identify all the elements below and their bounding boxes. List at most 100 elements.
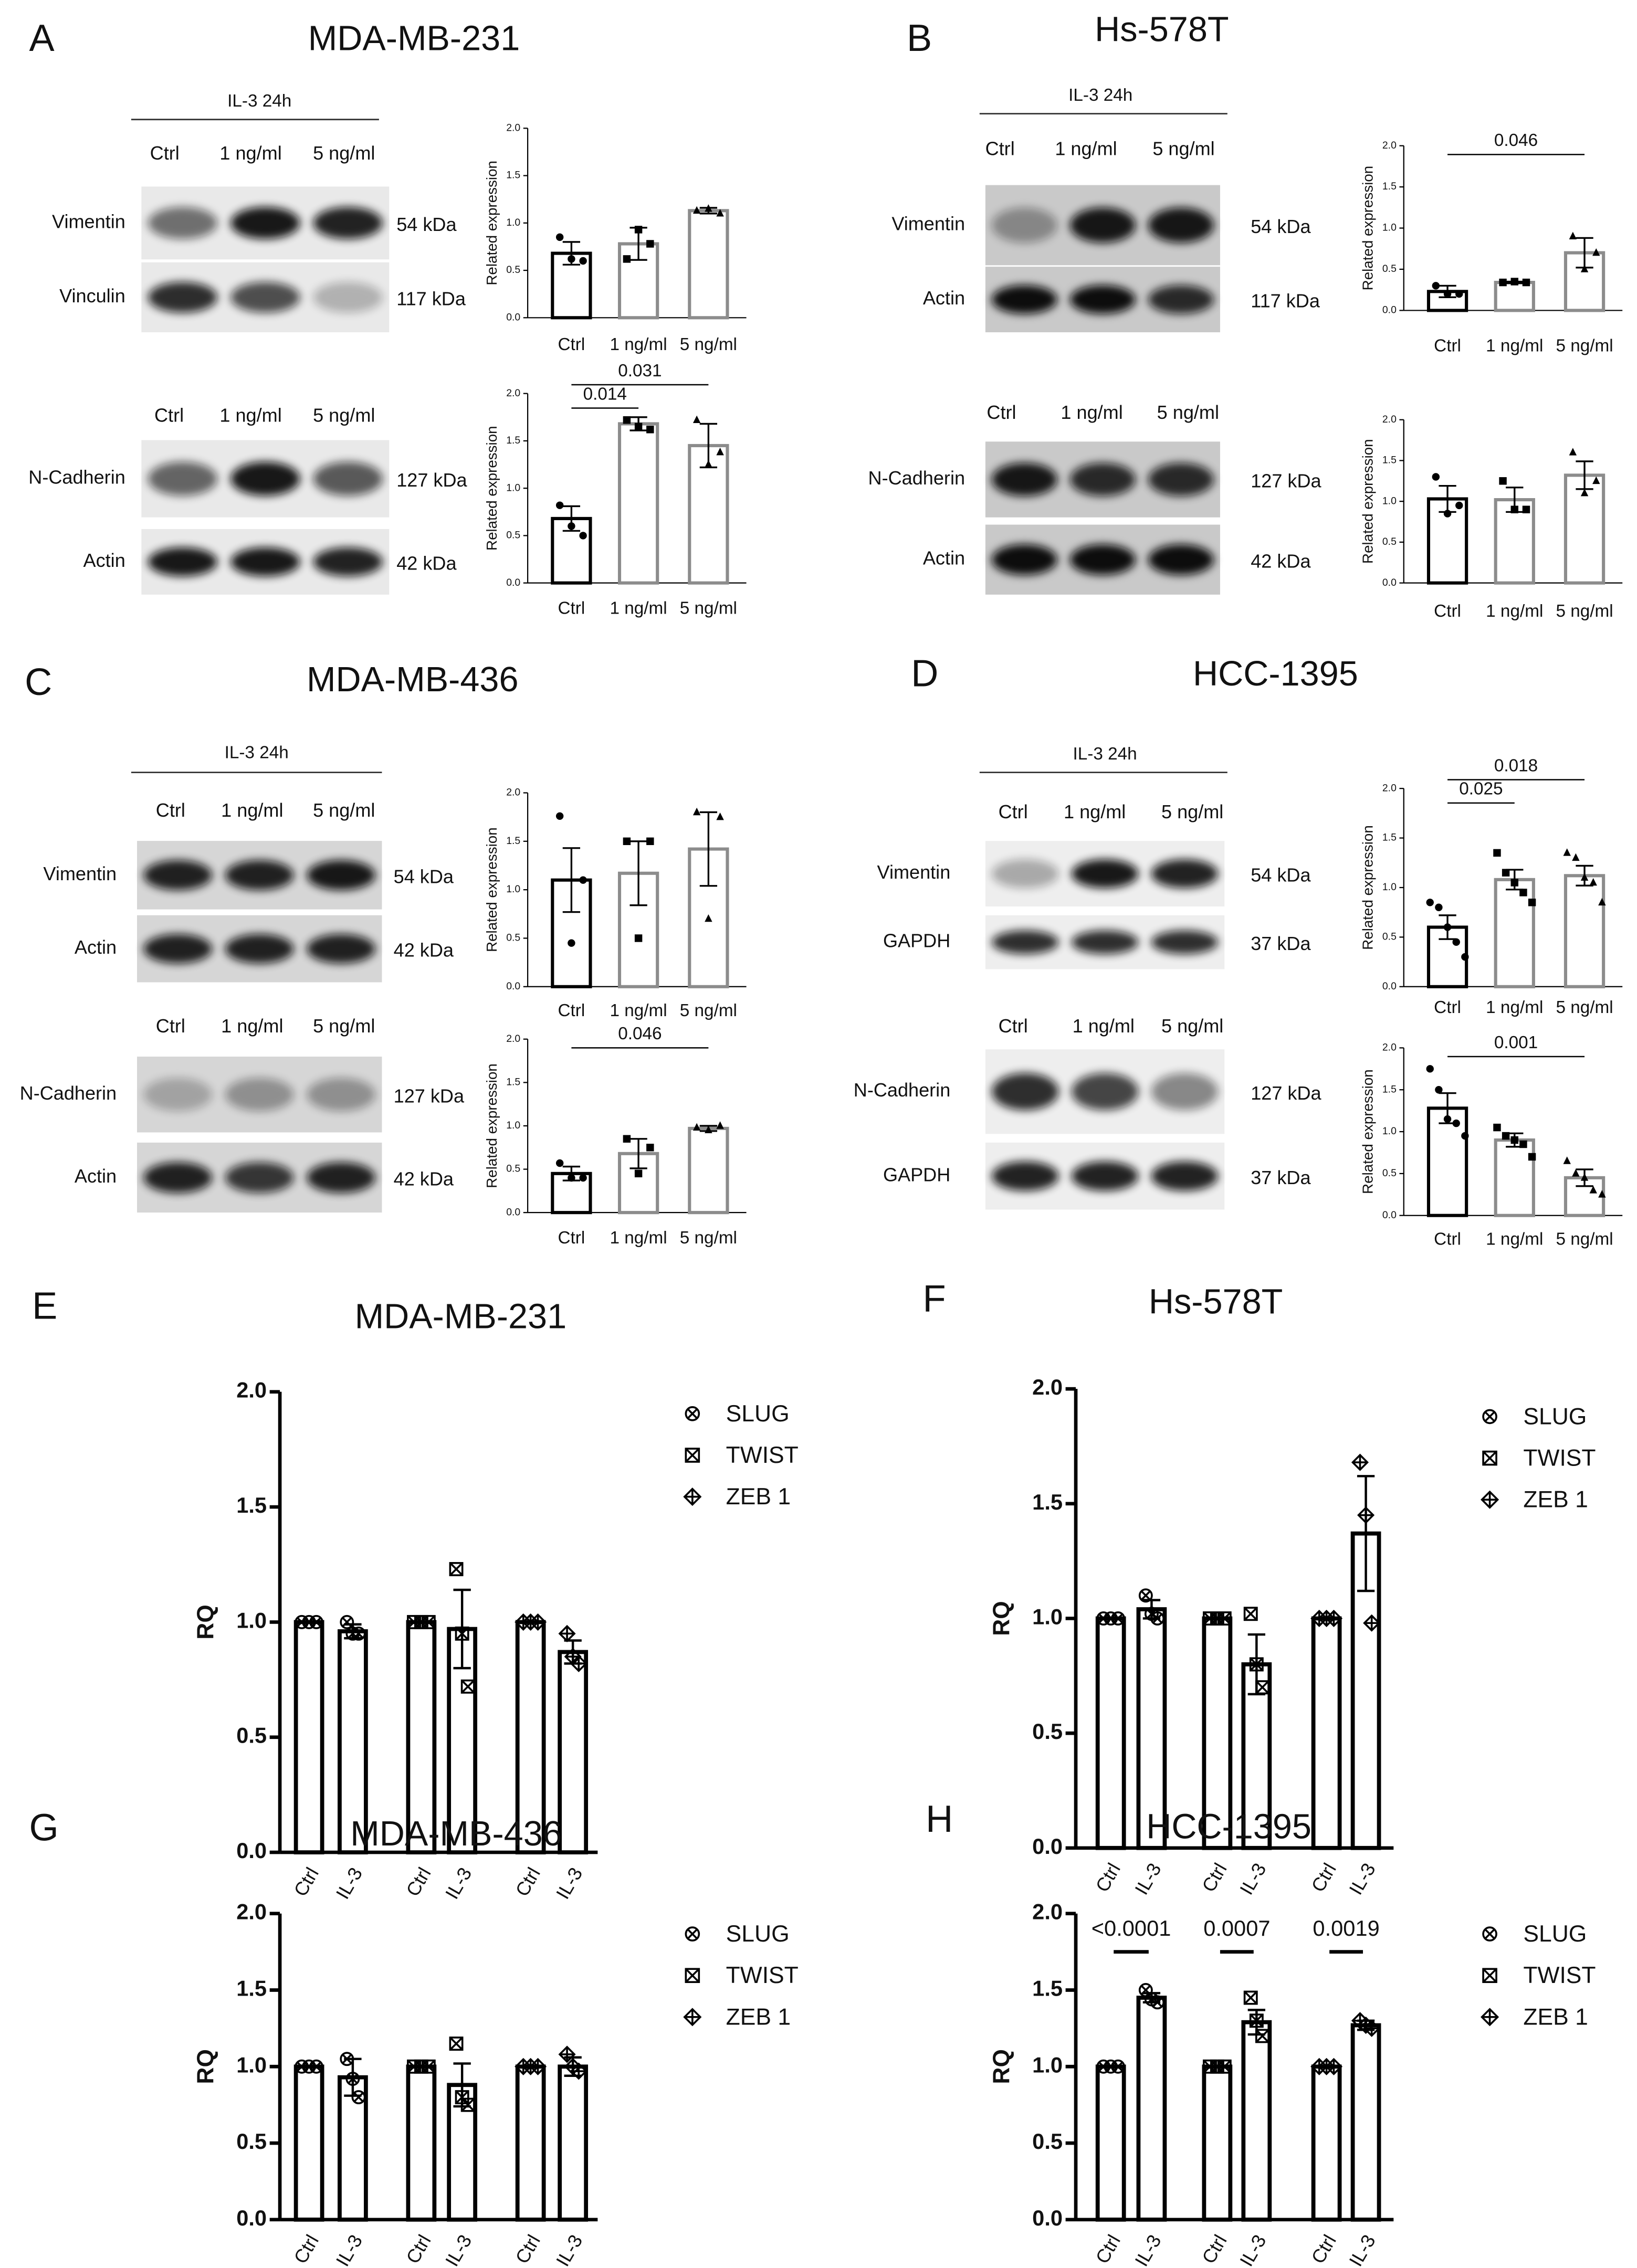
marker-shape <box>1255 1680 1269 1694</box>
data-point <box>1563 848 1571 856</box>
size-label: 42 kDa <box>1251 550 1311 572</box>
y-tick-label: 0.0 <box>1382 980 1397 992</box>
marker-shape <box>342 1617 352 1627</box>
x-tick-label: Ctrl <box>558 1228 585 1248</box>
y-tick-label: 2.0 <box>506 787 520 798</box>
data-point <box>692 415 701 424</box>
marker-shape <box>1493 1123 1501 1132</box>
data-point <box>634 226 643 234</box>
treatment-label: IL-3 24h <box>225 743 289 762</box>
blot-band <box>230 282 300 313</box>
marker-shape <box>421 1615 436 1629</box>
error-bar <box>453 1588 471 1670</box>
size-label: 37 kDa <box>1251 1167 1311 1188</box>
error-bar <box>629 840 647 906</box>
lane-label: 1 ng/ml <box>221 1015 283 1037</box>
error-bar <box>562 847 581 913</box>
panel-letter: D <box>911 652 938 694</box>
y-axis-label: Related expression <box>484 161 500 286</box>
legend-label: SLUG <box>726 1921 790 1947</box>
protein-label: Vimentin <box>52 210 125 232</box>
marker-shape <box>353 2092 364 2103</box>
marker-shape <box>571 2064 586 2079</box>
marker-shape <box>449 1562 463 1576</box>
marker-shape <box>1113 1613 1124 1623</box>
y-tick-label: 0.0 <box>506 577 520 588</box>
marker-shape <box>579 532 587 540</box>
bar <box>515 2064 546 2222</box>
blot-band <box>143 1078 213 1112</box>
blot-band <box>992 1073 1059 1111</box>
x-tick-label: Ctrl <box>1434 602 1461 621</box>
marker-shape <box>1255 2029 1269 2043</box>
data-point <box>1589 878 1597 886</box>
marker-shape <box>623 255 631 263</box>
lane-label: Ctrl <box>156 1015 185 1037</box>
marker-shape <box>634 226 643 234</box>
y-tick-label: 0.5 <box>236 2129 267 2154</box>
data-point <box>529 2058 547 2075</box>
data-point <box>568 1174 575 1182</box>
lane-label: Ctrl <box>150 142 180 164</box>
data-point <box>1510 879 1518 887</box>
data-point <box>1572 1169 1580 1177</box>
legend-label: ZEB 1 <box>1523 2004 1588 2030</box>
data-point <box>1455 501 1463 510</box>
data-point <box>309 2059 323 2074</box>
marker-shape <box>1217 2059 1232 2074</box>
legend-label: SLUG <box>726 1401 790 1427</box>
y-tick-label: 0.0 <box>1032 1834 1063 1859</box>
blot-band <box>1071 930 1139 954</box>
lane-label: 1 ng/ml <box>219 405 281 426</box>
y-tick-label: 0.0 <box>1382 577 1397 588</box>
data-point <box>1522 505 1530 513</box>
x-tick-label: 5 ng/ml <box>680 598 737 618</box>
legend-label: TWIST <box>726 1442 799 1468</box>
data-point <box>1510 505 1518 513</box>
protein-label: GAPDH <box>883 1164 950 1185</box>
blot-band <box>143 934 213 964</box>
data-point <box>1563 1156 1571 1164</box>
data-point <box>623 416 631 424</box>
bar <box>1136 1607 1167 1850</box>
blot-band <box>230 207 300 239</box>
legend-label: ZEB 1 <box>726 1484 791 1510</box>
lane-label: 1 ng/ml <box>219 142 281 164</box>
protein-label: Vimentin <box>877 861 951 883</box>
legend-marker <box>1482 1450 1497 1466</box>
legend-label: TWIST <box>726 1963 799 1988</box>
marker-shape <box>560 1626 575 1641</box>
x-tick-label: 5 ng/ml <box>680 1228 737 1248</box>
blot-band <box>1069 207 1136 243</box>
y-tick-label: 2.0 <box>506 387 520 399</box>
lane-label: 1 ng/ml <box>221 799 283 821</box>
data-point <box>1426 899 1434 906</box>
lane-label: 5 ng/ml <box>1161 801 1223 822</box>
marker-shape <box>1482 1451 1497 1465</box>
data-point <box>1426 1065 1434 1073</box>
data-point <box>455 1626 469 1641</box>
legend-marker <box>1481 2008 1499 2027</box>
data-point <box>1580 265 1589 272</box>
bar <box>406 1620 437 1854</box>
comparison-label: 0.0007 <box>1203 1916 1270 1940</box>
lane-label: Ctrl <box>999 801 1028 822</box>
data-point <box>1111 1611 1126 1626</box>
marker-shape <box>1111 2059 1126 2074</box>
marker-shape <box>1111 1611 1126 1626</box>
data-point <box>1455 290 1463 298</box>
y-axis-label: Related expression <box>484 1063 500 1188</box>
marker-shape <box>623 837 631 846</box>
y-tick-label: 1.0 <box>1032 1604 1063 1629</box>
y-axis-label: RQ <box>193 2049 218 2084</box>
protein-label: Vimentin <box>43 863 117 884</box>
comparison-label: 0.018 <box>1494 756 1538 775</box>
blot-band <box>225 1078 294 1112</box>
marker-shape <box>634 934 643 942</box>
marker-shape <box>1522 505 1530 513</box>
marker-shape <box>1502 869 1510 877</box>
lane-label: Ctrl <box>985 138 1015 160</box>
data-point <box>1598 1190 1606 1198</box>
lane-label: Ctrl <box>156 799 185 821</box>
data-point <box>1569 448 1577 456</box>
